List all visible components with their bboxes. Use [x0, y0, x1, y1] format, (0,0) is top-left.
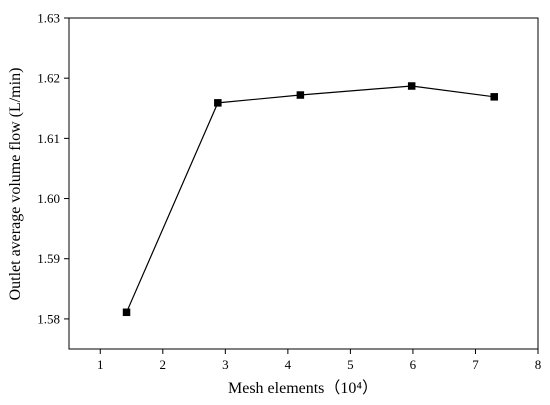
y-axis-ticks: 1.58 1.59 1.60 1.61 1.62 1.63: [37, 11, 69, 326]
series-markers: [122, 82, 498, 317]
x-tick-label: 1: [97, 357, 104, 372]
y-tick-label: 1.62: [37, 71, 60, 86]
x-axis-title: Mesh elements（10⁴）: [228, 379, 378, 397]
x-tick-label: 4: [285, 357, 292, 372]
data-point-marker: [296, 91, 305, 99]
x-tick-label: 6: [410, 357, 417, 372]
x-tick-label: 2: [160, 357, 167, 372]
series-line: [125, 85, 495, 313]
x-tick-label: 3: [222, 357, 229, 372]
y-tick-label: 1.63: [37, 11, 60, 26]
x-tick-label: 8: [535, 357, 542, 372]
y-tick-label: 1.59: [37, 251, 60, 266]
plot-frame: [68, 17, 539, 350]
x-axis-ticks: 1 2 3 4 5 6 7 8: [97, 349, 541, 372]
data-point-marker: [214, 99, 222, 107]
data-point-marker: [407, 82, 416, 90]
data-point-marker: [122, 308, 131, 317]
y-tick-label: 1.58: [37, 311, 60, 326]
y-tick-label: 1.60: [37, 191, 60, 206]
y-axis-title: Outlet average volume flow (L/min): [7, 68, 24, 301]
y-tick-label: 1.61: [37, 131, 60, 146]
data-point-marker: [490, 93, 498, 101]
x-tick-label: 7: [472, 357, 479, 372]
x-tick-label: 5: [347, 357, 354, 372]
